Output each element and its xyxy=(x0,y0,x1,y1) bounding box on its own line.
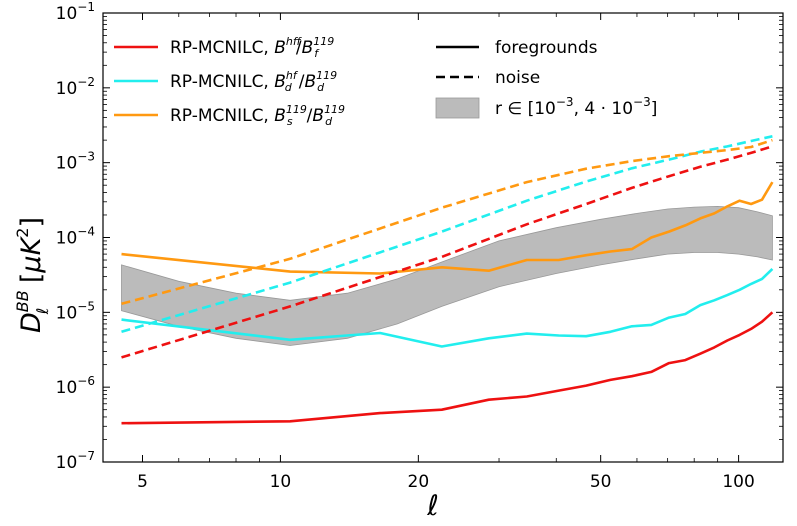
series-layer xyxy=(121,135,774,425)
legend-label-cyan-b2: B xyxy=(305,72,317,92)
legend-label-orange-sup1: 119 xyxy=(286,103,307,116)
legend-entry-cyan: RP-MCNILC, Bhf d/B119 d xyxy=(114,69,337,94)
legend-label-cyan-prefix: RP-MCNILC, xyxy=(170,72,274,92)
legend-label-cyan-sup2: 119 xyxy=(316,69,337,82)
x-tick-label: 10 xyxy=(270,472,292,492)
legend-label-dashed: noise xyxy=(495,68,540,88)
legend-swatch-band xyxy=(435,97,480,119)
y-axis-label: DBBℓ [μK2] xyxy=(13,217,52,333)
legend-label-red-slash: / xyxy=(296,38,302,58)
x-tick-label: 100 xyxy=(722,472,754,492)
legend-entry-orange: RP-MCNILC, B119 s/B119 d xyxy=(114,103,345,128)
series-cyan-noise xyxy=(121,135,773,334)
y-tick-label: 10−5 xyxy=(56,299,95,323)
legend-label-cyan-sup1: hf xyxy=(286,69,299,82)
legend-band-exp1: −3 xyxy=(556,95,574,109)
y-label-sub: ℓ xyxy=(33,308,52,316)
x-tick-label: 20 xyxy=(408,472,430,492)
y-tick-label: 10−3 xyxy=(56,150,95,174)
x-tick-label: 50 xyxy=(590,472,612,492)
legend-band-exp2: −3 xyxy=(633,95,651,109)
legend-label-orange-sub2: d xyxy=(325,115,333,128)
y-tick-label: 10−2 xyxy=(56,75,95,99)
y-label-base: D xyxy=(16,312,47,333)
svg-text:r ∈ [10−3, 4 · 10−3]: r ∈ [10−3, 4 · 10−3] xyxy=(495,95,657,119)
series-red-foregrounds xyxy=(121,311,774,425)
legend-label-orange-sup2: 119 xyxy=(324,103,345,116)
legend-label-red-sub2: f xyxy=(314,47,320,60)
y-label-unit-exp: 2 xyxy=(13,227,32,237)
legend-label-red-prefix: RP-MCNILC, xyxy=(170,38,274,58)
legend-style-solid: foregrounds xyxy=(436,38,598,58)
legend-band-suffix: ] xyxy=(651,99,658,119)
legend-band-prefix: r ∈ [10 xyxy=(495,99,556,119)
legend-label-orange-b1: B xyxy=(274,106,286,126)
x-axis-label: ℓ xyxy=(426,489,439,522)
legend-label-cyan-sub1: d xyxy=(285,81,293,94)
y-label-unit-open: [ xyxy=(16,273,47,292)
series-orange-noise xyxy=(121,138,773,306)
legend-label-orange-b2: B xyxy=(312,106,324,126)
legend-label-red-sup2: 119 xyxy=(313,35,334,48)
series-orange-foregrounds xyxy=(121,181,774,275)
legend-label-solid: foregrounds xyxy=(495,38,598,58)
series-red-noise xyxy=(121,145,773,359)
legend-label-red-sup1: hf xyxy=(286,35,302,48)
legend-band-mid: , 4 · 10 xyxy=(574,99,633,119)
y-label-sup: BB xyxy=(13,290,32,312)
legend-label-orange-sub1: s xyxy=(287,115,293,128)
y-tick-label: 10−1 xyxy=(56,0,95,24)
legend-label-cyan-sub2: d xyxy=(317,81,325,94)
series-cyan-foregrounds xyxy=(121,267,774,348)
legend-style-band: r ∈ [10−3, 4 · 10−3] xyxy=(435,95,657,119)
y-label-unit: μK xyxy=(16,235,47,273)
y-tick-label: 10−4 xyxy=(56,225,95,249)
y-tick-label: 10−6 xyxy=(56,374,95,398)
tick-layer: 5 10 20 50 100 10−7 10−6 10−5 10−4 10−3 10−2 10−1 xyxy=(56,0,783,492)
legend-label-red-b2: B xyxy=(302,38,314,58)
y-tick-label: 10−7 xyxy=(56,449,95,473)
x-tick-label: 5 xyxy=(137,472,148,492)
legend-style-dashed: noise xyxy=(436,68,540,88)
y-label-unit-close: ] xyxy=(16,217,47,228)
legend-label-cyan-slash: / xyxy=(299,72,305,92)
legend-label-red-b1: B xyxy=(274,38,286,58)
legend-label-orange-slash: / xyxy=(307,106,313,126)
legend-label-cyan-b1: B xyxy=(274,72,286,92)
svg-text:DBBℓ [μK2]: DBBℓ [μK2] xyxy=(13,217,52,333)
legend-label-orange-prefix: RP-MCNILC, xyxy=(170,106,274,126)
